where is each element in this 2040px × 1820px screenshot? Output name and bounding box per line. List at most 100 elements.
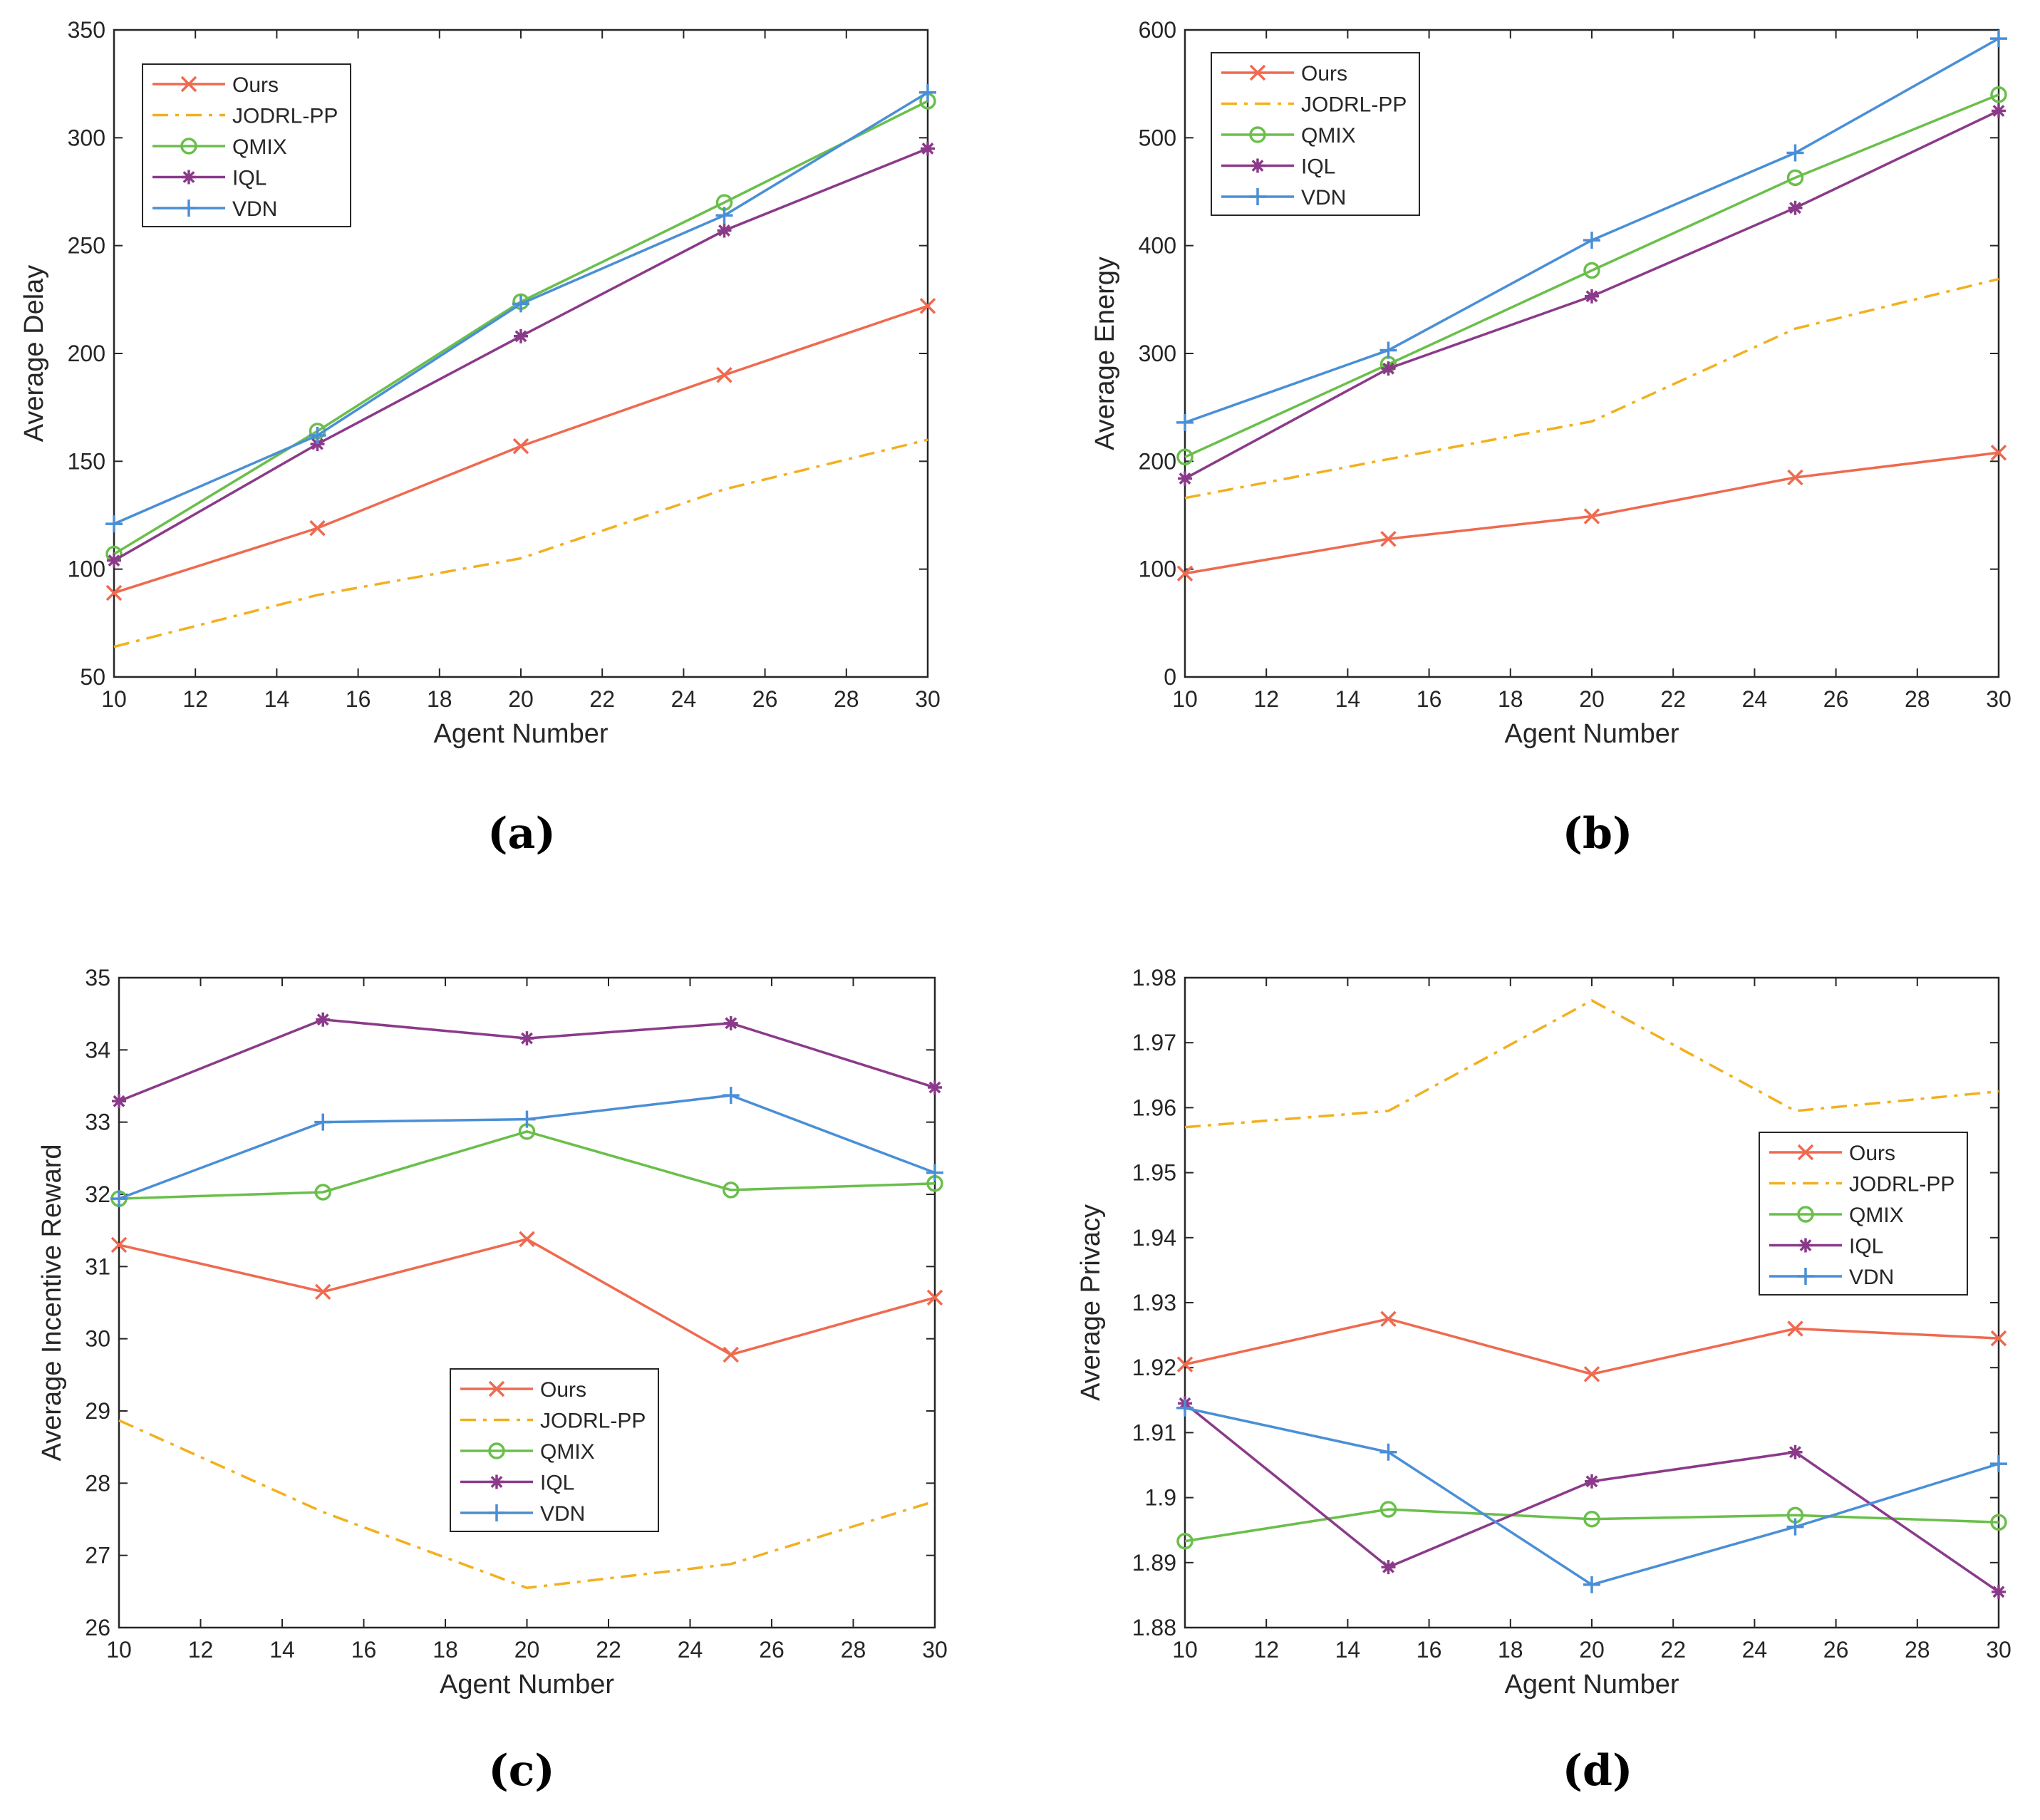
data-point-vdn <box>919 83 936 101</box>
x-tick-label: 28 <box>1905 686 1930 712</box>
data-point-qmix <box>1786 169 1804 187</box>
data-point-qmix <box>1176 1532 1194 1550</box>
y-axis-label: Average Energy <box>1090 257 1120 450</box>
data-point-iql <box>519 1031 534 1046</box>
data-point-iql <box>1788 1444 1803 1459</box>
x-tick-label: 14 <box>269 1637 295 1663</box>
chart-panel-b: 10 12 14 16 18 20 22 24 26 28 30010020030040050060… <box>1090 17 2011 859</box>
series-qmix <box>110 1123 943 1207</box>
x-tick-label: 30 <box>1986 686 2011 712</box>
x-axis-label: Agent Number <box>433 719 608 749</box>
y-tick-label: 200 <box>68 341 105 366</box>
legend-marker-iql <box>490 1474 504 1489</box>
y-tick-label: 33 <box>85 1110 110 1135</box>
x-tick-label: 10 <box>101 686 127 712</box>
x-tick-label: 24 <box>671 686 697 712</box>
legend-label: IQL <box>1849 1235 1883 1258</box>
x-tick-label: 24 <box>1742 686 1768 712</box>
data-point-vdn <box>1583 1576 1600 1593</box>
y-tick-label: 1.93 <box>1132 1290 1176 1315</box>
data-point-ours <box>1176 1356 1194 1372</box>
series-line-jodrl-pp <box>1184 277 1999 500</box>
data-point-qmix <box>1176 448 1194 466</box>
data-point-vdn <box>926 1164 943 1182</box>
data-point-iql <box>310 437 325 452</box>
data-point-vdn <box>1379 1443 1397 1461</box>
data-point-iql <box>1381 361 1396 376</box>
y-tick-label: 600 <box>1139 17 1176 43</box>
legend-marker-iql <box>182 170 196 185</box>
y-tick-label: 100 <box>68 557 105 582</box>
x-tick-label: 22 <box>1660 686 1686 712</box>
series-qmix <box>1176 1501 2007 1550</box>
legend-label: QMIX <box>1849 1204 1904 1227</box>
legend-label: JODRL-PP <box>1301 93 1407 117</box>
series-vdn <box>110 1087 943 1208</box>
y-tick-label: 32 <box>85 1182 110 1207</box>
x-tick-label: 16 <box>1417 686 1442 712</box>
legend-marker-ours <box>1797 1144 1814 1161</box>
data-point-iql <box>107 553 121 568</box>
y-tick-label: 500 <box>1139 125 1176 150</box>
legend-marker-iql <box>1798 1238 1813 1253</box>
legend: Ours JODRL-PP QMIX IQL VDN <box>142 63 351 227</box>
series-iql <box>107 141 935 568</box>
legend-marker-qmix <box>180 138 197 155</box>
legend-marker-vdn <box>180 200 197 217</box>
x-tick-label: 26 <box>752 686 778 712</box>
y-tick-label: 35 <box>85 965 110 991</box>
series-ours <box>1176 444 2007 581</box>
legend-label: VDN <box>232 197 277 221</box>
data-point-iql <box>921 141 935 156</box>
legend-label: Ours <box>1849 1142 1895 1165</box>
legend: Ours JODRL-PP QMIX IQL VDN <box>1759 1132 1968 1296</box>
x-tick-label: 10 <box>1172 686 1198 712</box>
x-tick-label: 12 <box>1253 1637 1279 1663</box>
legend-label: Ours <box>1301 62 1347 86</box>
x-tick-label: 28 <box>1905 1637 1930 1663</box>
data-point-ours <box>1990 1330 2007 1347</box>
y-tick-label: 31 <box>85 1253 110 1279</box>
legend-marker-ours <box>180 76 197 93</box>
data-point-qmix <box>723 1182 740 1199</box>
chart-panel-c: 10 12 14 16 18 20 22 24 26 28 30 26 27 28 29 30 31 32 33 34… <box>37 965 948 1796</box>
x-tick-label: 20 <box>1579 686 1605 712</box>
series-line-qmix <box>118 1130 936 1200</box>
data-point-ours <box>1583 508 1600 524</box>
x-axis-label: Agent Number <box>1504 719 1679 749</box>
x-tick-label: 26 <box>1823 686 1849 712</box>
y-tick-label: 200 <box>1139 448 1176 474</box>
series-jodrl-pp <box>113 438 928 648</box>
data-point-iql <box>514 329 528 343</box>
data-point-vdn <box>1583 232 1600 249</box>
y-tick-label: 1.97 <box>1132 1030 1176 1055</box>
series-vdn <box>1176 1399 2007 1593</box>
data-point-iql <box>928 1080 942 1095</box>
series-line-ours <box>1184 1317 1999 1376</box>
legend-label: JODRL-PP <box>1849 1173 1954 1196</box>
y-tick-label: 1.88 <box>1132 1615 1176 1640</box>
x-tick-label: 18 <box>1498 1637 1523 1663</box>
legend-label: IQL <box>540 1472 574 1495</box>
legend-label: IQL <box>1301 155 1335 179</box>
y-tick-label: 250 <box>68 233 105 259</box>
series-line-ours <box>118 1237 936 1356</box>
data-point-iql <box>723 1015 738 1030</box>
data-point-vdn <box>1786 144 1804 162</box>
y-tick-label: 50 <box>80 664 105 690</box>
data-point-ours <box>309 519 326 537</box>
series-line-vdn <box>1184 1407 1999 1586</box>
panel-caption: (b) <box>1563 809 1633 859</box>
y-tick-label: 0 <box>1164 664 1176 690</box>
x-tick-label: 30 <box>1986 1637 2011 1663</box>
x-tick-label: 14 <box>264 686 290 712</box>
y-tick-label: 27 <box>85 1543 110 1568</box>
data-point-vdn <box>1786 1518 1804 1536</box>
data-point-qmix <box>1990 86 2007 103</box>
chart-panel-d: 10 12 14 16 18 20 22 24 26 28 30 1.88 1.89 1.9 1.91 1.9… <box>1076 965 2011 1796</box>
x-tick-label: 24 <box>678 1637 703 1663</box>
series-vdn <box>105 83 936 533</box>
legend-marker-vdn <box>488 1504 505 1521</box>
data-point-iql <box>1178 471 1192 486</box>
